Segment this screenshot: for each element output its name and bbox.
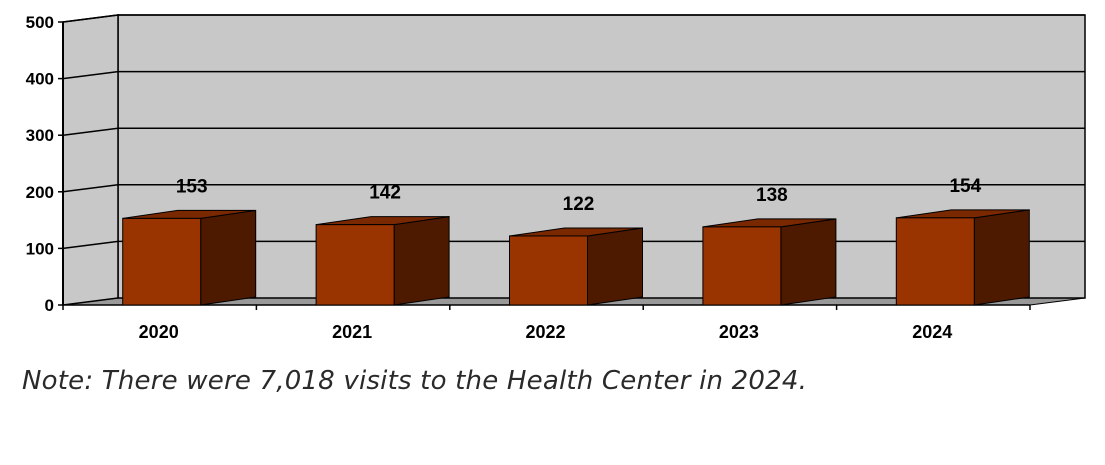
data-label: 142 xyxy=(369,183,401,204)
x-tick-label: 2020 xyxy=(139,322,179,342)
data-label: 138 xyxy=(756,185,788,206)
y-tick-label: 400 xyxy=(26,70,54,89)
bar xyxy=(895,209,1030,306)
y-axis-tick-labels: 0 100 200 300 400 500 xyxy=(26,13,54,315)
x-tick-label: 2024 xyxy=(912,322,952,342)
bar-side-face xyxy=(973,209,1030,306)
gridline-side xyxy=(62,70,119,80)
gridline-side xyxy=(62,127,119,136)
data-labels: 153 142 122 138 154 xyxy=(176,176,982,215)
bar-front-face xyxy=(702,226,782,306)
x-axis-tick-labels: 2020 2021 2022 2023 2024 xyxy=(139,322,953,342)
bar xyxy=(702,218,837,306)
bar xyxy=(509,227,643,306)
gridline-side xyxy=(62,240,119,250)
bar-chart: 0 100 200 300 400 500 153 142 122 138 154 2020 202… xyxy=(26,13,1086,342)
bar-side-face xyxy=(587,227,643,306)
bar-side-face xyxy=(780,218,837,306)
y-tick-label: 100 xyxy=(26,239,54,258)
bar-side-face xyxy=(200,209,257,306)
x-tick-label: 2023 xyxy=(719,322,759,342)
y-tick-label: 0 xyxy=(45,296,54,315)
footnote: Note: There were 7,018 visits to the Hea… xyxy=(22,366,808,396)
bar-front-face xyxy=(122,217,202,306)
y-tick-label: 300 xyxy=(26,126,54,145)
bars xyxy=(122,209,1030,306)
bar xyxy=(315,216,450,306)
y-tick-label: 200 xyxy=(26,183,54,202)
bar-front-face xyxy=(509,235,588,306)
data-label: 122 xyxy=(563,194,595,215)
side-wall xyxy=(62,14,119,306)
bar-front-face xyxy=(895,217,975,306)
data-label: 154 xyxy=(949,176,981,197)
x-tick-label: 2022 xyxy=(525,322,565,342)
gridline-side xyxy=(62,184,119,193)
x-tick-label: 2021 xyxy=(332,322,372,342)
bar-side-face xyxy=(393,216,450,306)
y-tick-label: 500 xyxy=(26,13,54,32)
gridline-side xyxy=(62,14,119,23)
bar-front-face xyxy=(315,224,395,306)
bar xyxy=(122,209,257,306)
data-label: 153 xyxy=(176,176,208,197)
